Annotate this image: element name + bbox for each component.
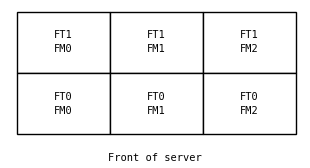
Bar — [110, 73, 203, 134]
Bar — [110, 12, 203, 73]
Bar — [203, 12, 296, 73]
Text: FT0
FM2: FT0 FM2 — [240, 92, 259, 116]
Text: FT1
FM1: FT1 FM1 — [147, 30, 166, 54]
Bar — [17, 12, 110, 73]
Text: FT0
FM1: FT0 FM1 — [147, 92, 166, 116]
Bar — [203, 73, 296, 134]
Text: Front of server: Front of server — [108, 153, 202, 163]
Text: FT1
FM2: FT1 FM2 — [240, 30, 259, 54]
Bar — [17, 73, 110, 134]
Text: FT1
FM0: FT1 FM0 — [54, 30, 73, 54]
Text: FT0
FM0: FT0 FM0 — [54, 92, 73, 116]
